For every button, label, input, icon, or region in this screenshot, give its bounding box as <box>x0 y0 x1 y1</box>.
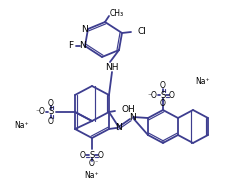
Text: NH: NH <box>105 63 119 73</box>
Text: O: O <box>48 99 54 107</box>
Text: Na⁺: Na⁺ <box>85 171 99 180</box>
Text: ⁻: ⁻ <box>94 161 98 166</box>
Text: O: O <box>98 151 104 159</box>
Text: N: N <box>115 124 121 133</box>
Text: CH₃: CH₃ <box>110 10 124 18</box>
Text: S: S <box>89 151 95 159</box>
Text: ⁻O: ⁻O <box>35 107 45 117</box>
Text: S: S <box>160 90 166 100</box>
Text: O: O <box>160 81 166 90</box>
Text: ⁻O: ⁻O <box>147 90 157 100</box>
Text: S: S <box>48 107 54 117</box>
Text: Na⁺: Na⁺ <box>15 120 29 130</box>
Text: N: N <box>82 24 88 34</box>
Text: O: O <box>169 90 175 100</box>
Text: N: N <box>129 113 135 122</box>
Text: OH: OH <box>121 106 135 114</box>
Text: F: F <box>68 42 73 50</box>
Text: O: O <box>89 159 95 169</box>
Text: O: O <box>80 151 86 159</box>
Text: Cl: Cl <box>138 27 147 36</box>
Text: N: N <box>79 42 85 50</box>
Text: Na⁺: Na⁺ <box>196 77 210 87</box>
Text: O: O <box>48 117 54 126</box>
Text: O: O <box>160 100 166 108</box>
